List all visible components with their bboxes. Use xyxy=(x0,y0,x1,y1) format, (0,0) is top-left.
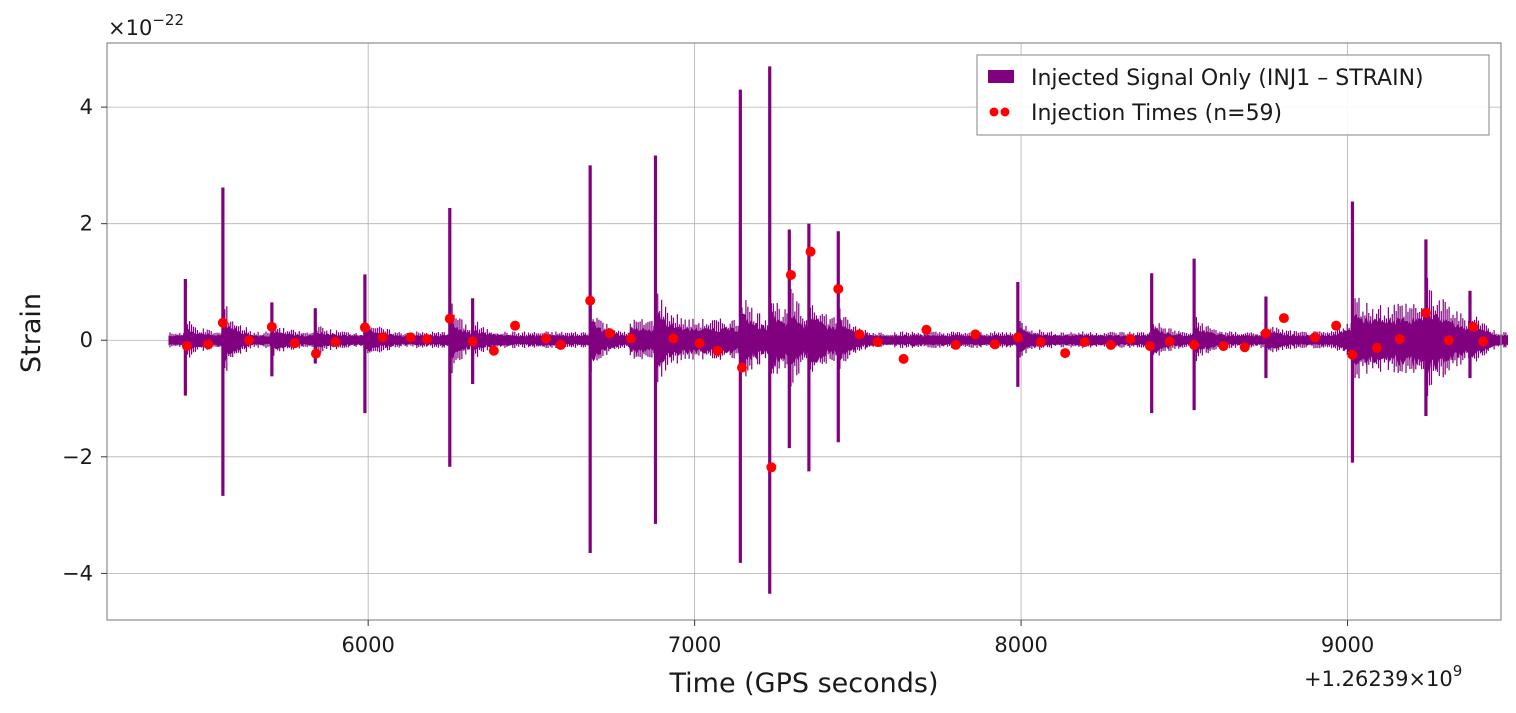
injection-point xyxy=(1331,320,1342,331)
injection-point xyxy=(1371,342,1382,353)
injection-point xyxy=(467,336,478,347)
injection-point xyxy=(1189,339,1200,350)
injection-point xyxy=(217,317,228,328)
injection-point xyxy=(898,353,909,364)
injection-point xyxy=(266,321,277,332)
y-tick-label: 2 xyxy=(80,212,93,236)
injection-point xyxy=(1060,348,1071,359)
injection-point xyxy=(1239,342,1250,353)
injection-point xyxy=(244,335,255,346)
injection-point xyxy=(359,322,370,333)
injection-point xyxy=(330,336,341,347)
injection-point xyxy=(854,329,865,340)
x-axis-title: Time (GPS seconds) xyxy=(668,668,938,699)
injection-point xyxy=(989,339,1000,350)
injection-point xyxy=(736,362,747,373)
injection-point xyxy=(668,333,679,344)
legend-marker-injection-2 xyxy=(1000,107,1010,117)
injection-point xyxy=(488,345,499,356)
injection-point xyxy=(1394,334,1405,345)
injection-point xyxy=(310,348,321,359)
injection-point xyxy=(1218,341,1229,352)
x-tick-label: 9000 xyxy=(1321,633,1374,657)
injection-point xyxy=(1443,335,1454,346)
injection-point xyxy=(1278,313,1289,324)
axis-ticks: 6000 7000 8000 9000 −4 −2 0 2 4 xyxy=(62,95,1374,657)
injection-point xyxy=(1420,307,1431,318)
injection-point xyxy=(712,345,723,356)
injection-point xyxy=(1347,349,1358,360)
injection-point xyxy=(1164,336,1175,347)
injection-point xyxy=(1105,339,1116,350)
injection-point xyxy=(833,283,844,294)
injection-point xyxy=(1309,332,1320,343)
legend-label-injections: Injection Times (n=59) xyxy=(1031,101,1282,126)
injection-point xyxy=(1145,341,1156,352)
injection-point xyxy=(421,334,432,345)
injection-point xyxy=(1468,321,1479,332)
y-tick-label: −4 xyxy=(62,561,93,585)
injection-point xyxy=(1079,336,1090,347)
injection-point xyxy=(405,332,416,343)
legend-swatch-signal xyxy=(988,70,1014,83)
legend-box xyxy=(976,54,1490,136)
x-offset-label: +1.26239×109 xyxy=(1304,662,1462,691)
y-axis-title: Strain xyxy=(16,293,47,373)
injection-point xyxy=(766,462,777,473)
y-scale-label: ×10−22 xyxy=(108,11,184,40)
injection-point xyxy=(604,328,615,339)
injection-point xyxy=(625,333,636,344)
injection-point xyxy=(970,329,981,340)
injection-point xyxy=(921,324,932,335)
injection-point xyxy=(694,338,705,349)
injection-point xyxy=(541,333,552,344)
x-tick-label: 6000 xyxy=(341,633,394,657)
legend-marker-injection-1 xyxy=(989,107,999,117)
injection-point xyxy=(785,269,796,280)
injection-point xyxy=(377,332,388,343)
injection-point xyxy=(805,246,816,257)
injection-point xyxy=(1478,336,1489,347)
x-tick-label: 8000 xyxy=(994,633,1047,657)
injection-point xyxy=(181,341,192,352)
y-tick-label: 0 xyxy=(80,328,93,352)
injection-point xyxy=(444,313,455,324)
injection-point xyxy=(510,320,521,331)
injection-point xyxy=(289,338,300,349)
injection-point xyxy=(1260,328,1271,339)
injection-point xyxy=(950,339,961,350)
injection-point xyxy=(555,339,566,350)
x-tick-label: 7000 xyxy=(668,633,721,657)
y-tick-label: 4 xyxy=(80,95,93,119)
signal-series xyxy=(168,66,1508,594)
injection-point xyxy=(1125,334,1136,345)
injection-point xyxy=(1012,332,1023,343)
injection-point xyxy=(1035,336,1046,347)
injection-point xyxy=(585,295,596,306)
y-tick-label: −2 xyxy=(62,445,93,469)
injection-point xyxy=(872,336,883,347)
injection-points xyxy=(181,246,1489,473)
legend: Injected Signal Only (INJ1 – STRAIN) Inj… xyxy=(976,54,1490,136)
injection-point xyxy=(203,339,214,350)
legend-label-signal: Injected Signal Only (INJ1 – STRAIN) xyxy=(1031,66,1424,91)
plot-frame xyxy=(106,42,1502,621)
